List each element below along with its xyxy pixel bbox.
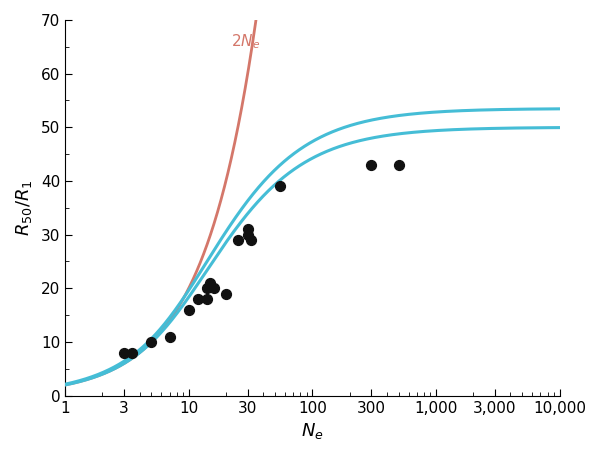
Point bbox=[233, 236, 243, 243]
Point bbox=[394, 161, 404, 168]
Point bbox=[119, 349, 129, 356]
Point bbox=[194, 295, 203, 303]
Point bbox=[184, 306, 194, 313]
Y-axis label: $R_{50}/R_1$: $R_{50}/R_1$ bbox=[14, 180, 34, 236]
Point bbox=[206, 279, 215, 287]
Point bbox=[243, 231, 253, 238]
Point bbox=[165, 333, 175, 340]
X-axis label: $N_e$: $N_e$ bbox=[301, 421, 323, 441]
Point bbox=[247, 236, 256, 243]
Point bbox=[243, 226, 253, 233]
Point bbox=[209, 285, 219, 292]
Point bbox=[202, 295, 212, 303]
Point bbox=[221, 290, 231, 297]
Point bbox=[275, 182, 285, 190]
Point bbox=[146, 339, 156, 346]
Point bbox=[367, 161, 376, 168]
Text: $2N_e$: $2N_e$ bbox=[231, 33, 260, 51]
Point bbox=[202, 285, 212, 292]
Point bbox=[128, 349, 137, 356]
